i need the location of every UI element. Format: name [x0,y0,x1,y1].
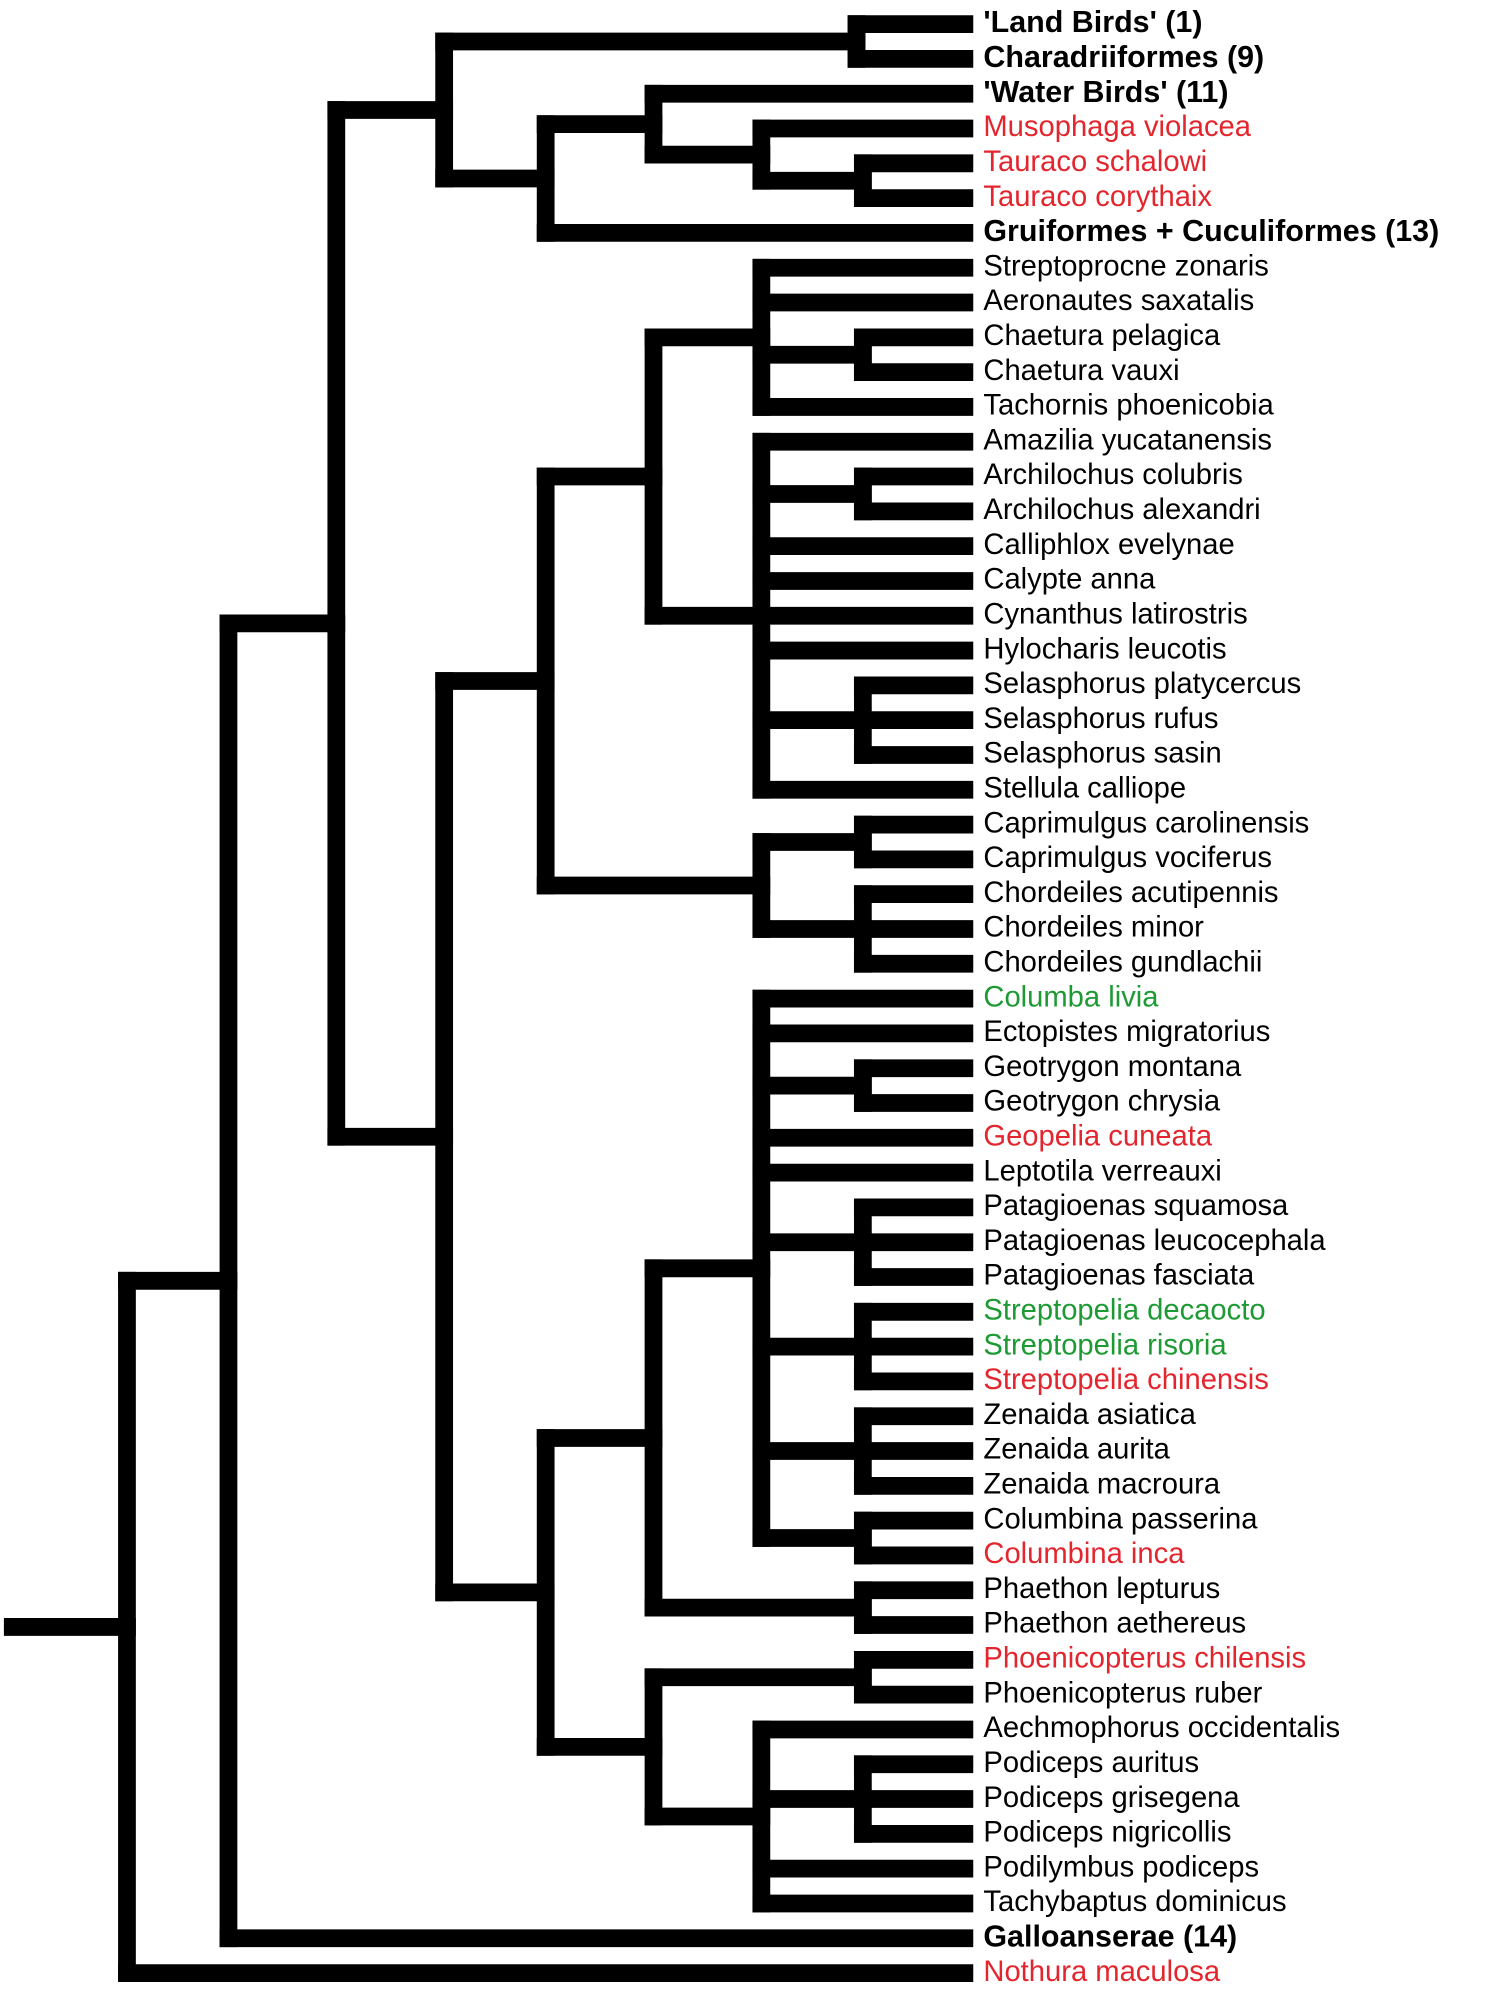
leaf-label: Stellula calliope [983,772,1186,804]
leaf-label: Podiceps auritus [983,1747,1199,1779]
leaf-label: Phaethon aethereus [983,1608,1246,1640]
leaf-label: Phoenicopterus ruber [983,1677,1262,1709]
leaf-label: Columba livia [983,981,1159,1013]
leaf-label: Tauraco corythaix [983,181,1212,213]
leaf-label: Chaetura pelagica [983,320,1221,352]
leaf-label: Archilochus alexandri [983,494,1260,526]
leaf-label: Columbina passerina [983,1503,1258,1535]
leaf-label: Streptopelia risoria [983,1329,1227,1361]
leaf-label: Cynanthus latirostris [983,598,1247,630]
leaf-label: 'Land Birds' (1) [983,5,1202,39]
leaf-label: Chordeiles minor [983,912,1204,944]
leaf-label: Patagioenas squamosa [983,1190,1289,1222]
leaf-label: Amazilia yucatanensis [983,424,1272,456]
leaf-label: Patagioenas fasciata [983,1260,1255,1292]
leaf-label: Geotrygon montana [983,1051,1242,1083]
leaf-label: Zenaida asiatica [983,1399,1196,1431]
leaf-label: Patagioenas leucocephala [983,1225,1326,1257]
leaf-label: Nothura maculosa [983,1956,1221,1988]
leaf-label: Geopelia cuneata [983,1121,1212,1153]
leaf-label: Streptopelia chinensis [983,1364,1268,1396]
leaf-label: Galloanserae (14) [983,1919,1237,1953]
leaf-label: Caprimulgus vociferus [983,842,1272,874]
leaf-label: Selasphorus rufus [983,703,1218,735]
leaf-label: Chaetura vauxi [983,355,1179,387]
leaf-label: Tachybaptus dominicus [983,1886,1286,1918]
leaf-label: Streptopelia decaocto [983,1295,1265,1327]
leaf-label: Selasphorus sasin [983,738,1221,770]
leaf-label: Charadriiformes (9) [983,40,1264,74]
leaf-label: Calypte anna [983,564,1156,596]
leaf-label: Tachornis phoenicobia [983,390,1274,422]
leaf-label: Podilymbus podiceps [983,1851,1259,1883]
leaf-label: Columbina inca [983,1538,1185,1570]
leaf-label: 'Water Birds' (11) [983,75,1228,109]
leaf-label: Ectopistes migratorius [983,1016,1270,1048]
leaf-label: Zenaida aurita [983,1434,1170,1466]
leaf-label: Phoenicopterus chilensis [983,1643,1306,1675]
leaf-label: Chordeiles gundlachii [983,946,1262,978]
leaf-label: Zenaida macroura [983,1469,1221,1501]
leaf-label: Podiceps nigricollis [983,1817,1231,1849]
leaf-label: Geotrygon chrysia [983,1086,1220,1118]
leaf-label: Archilochus colubris [983,459,1242,491]
leaf-label: Aeronautes saxatalis [983,285,1254,317]
leaf-label: Streptoprocne zonaris [983,250,1268,282]
leaf-label: Gruiformes + Cuculiformes (13) [983,214,1439,248]
leaf-label: Musophaga violacea [983,111,1251,143]
leaf-label: Podiceps grisegena [983,1782,1240,1814]
leaf-label: Leptotila verreauxi [983,1155,1221,1187]
leaf-label: Calliphlox evelynae [983,529,1234,561]
leaf-label: Hylocharis leucotis [983,633,1226,665]
leaf-label: Tauraco schalowi [983,146,1207,178]
leaf-label: Phaethon lepturus [983,1573,1220,1605]
leaf-label: Chordeiles acutipennis [983,877,1278,909]
leaf-label: Selasphorus platycercus [983,668,1301,700]
leaf-label: Aechmophorus occidentalis [983,1712,1340,1744]
leaf-label: Caprimulgus carolinensis [983,807,1309,839]
